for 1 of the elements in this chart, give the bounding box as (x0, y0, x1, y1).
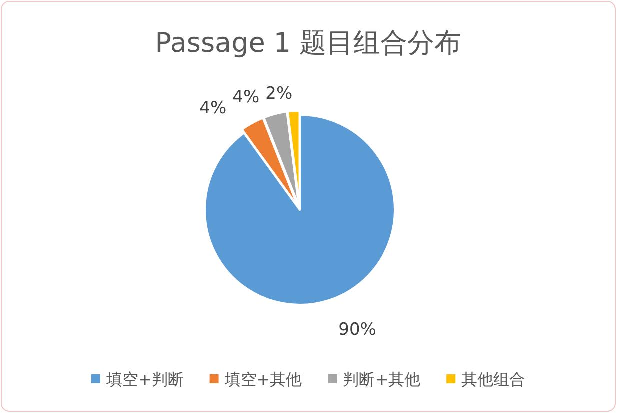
title: Passage 1 题目组合分布 (155, 28, 462, 59)
